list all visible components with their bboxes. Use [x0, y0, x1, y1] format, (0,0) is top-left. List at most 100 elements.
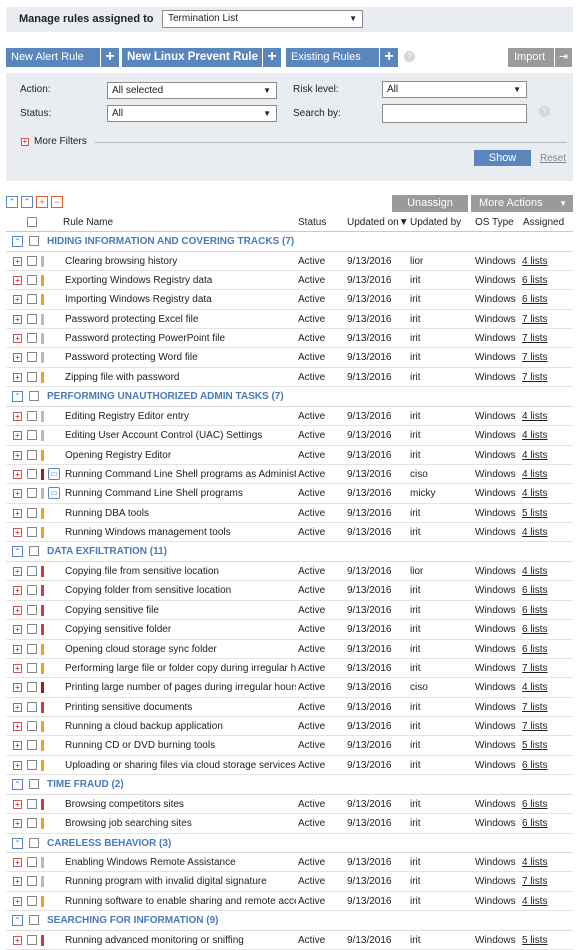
- rule-assigned-link[interactable]: 4 lists: [522, 565, 548, 577]
- expand-icon[interactable]: +: [13, 935, 22, 945]
- rule-name[interactable]: Running DBA tools: [65, 507, 149, 519]
- expand-icon[interactable]: +: [13, 450, 22, 460]
- table-row[interactable]: + Editing User Account Control (UAC) Sett…: [6, 426, 573, 446]
- table-row[interactable]: + Opening Registry Editor Active 9/13/2016 i…: [6, 446, 573, 465]
- rule-assigned-link[interactable]: 7 lists: [522, 721, 548, 733]
- group-header[interactable]: ⌃ TIME FRAUD (2): [6, 775, 573, 795]
- rule-assigned-link[interactable]: 6 lists: [522, 818, 548, 830]
- rule-name[interactable]: Uploading or sharing files via cloud sto…: [65, 759, 296, 771]
- table-row[interactable]: + Clearing browsing history Active 9/13/201…: [6, 252, 573, 271]
- new-alert-rule-button[interactable]: New Alert Rule +: [6, 48, 119, 67]
- rule-assigned-link[interactable]: 6 lists: [522, 643, 548, 655]
- col-assigned[interactable]: Assigned: [523, 217, 565, 228]
- rule-name[interactable]: Printing sensitive documents: [65, 701, 193, 713]
- rule-assigned-link[interactable]: 7 lists: [522, 701, 548, 713]
- rule-name[interactable]: Copying folder from sensitive location: [65, 585, 232, 597]
- expand-icon[interactable]: +: [13, 663, 22, 673]
- row-checkbox[interactable]: [27, 857, 37, 868]
- group-checkbox[interactable]: [29, 236, 39, 246]
- table-row[interactable]: + Running software to enable sharing and …: [6, 892, 573, 912]
- table-row[interactable]: + Zipping file with password Active 9/13/20…: [6, 368, 573, 388]
- row-checkbox[interactable]: [27, 468, 37, 479]
- existing-rules-button[interactable]: Existing Rules +: [286, 48, 398, 67]
- rule-assigned-link[interactable]: 4 lists: [522, 895, 548, 907]
- rule-assigned-link[interactable]: 6 lists: [522, 624, 548, 636]
- rule-assigned-link[interactable]: 6 lists: [522, 798, 548, 810]
- row-checkbox[interactable]: [27, 934, 37, 945]
- expand-icon[interactable]: +: [13, 605, 22, 615]
- help-icon[interactable]: ?: [404, 51, 415, 62]
- rule-name[interactable]: Password protecting PowerPoint file: [65, 333, 226, 345]
- rule-name[interactable]: Copying sensitive file: [65, 604, 159, 616]
- rule-name[interactable]: Copying sensitive folder: [65, 624, 172, 636]
- table-row[interactable]: + Browsing job searching sites Active 9/13/…: [6, 814, 573, 834]
- table-row[interactable]: + Running a cloud backup application Activ…: [6, 717, 573, 737]
- group-header[interactable]: ⌃ PERFORMING UNAUTHORIZED ADMIN TASKS (7): [6, 387, 573, 407]
- table-row[interactable]: + Editing Registry Editor entry Active 9/13…: [6, 407, 573, 427]
- expand-icon[interactable]: +: [13, 295, 22, 305]
- collapse-icon[interactable]: ⌃: [12, 837, 23, 849]
- rule-assigned-link[interactable]: 4 lists: [522, 682, 548, 694]
- row-checkbox[interactable]: [27, 818, 37, 829]
- group-checkbox[interactable]: [29, 546, 39, 557]
- expand-icon[interactable]: +: [13, 256, 22, 266]
- group-header[interactable]: ⌃ HIDING INFORMATION AND COVERING TRACKS …: [6, 232, 573, 252]
- collapse-all-icon[interactable]: ⌃: [6, 196, 18, 208]
- expand-icon[interactable]: +: [13, 799, 22, 809]
- row-checkbox[interactable]: [27, 294, 37, 305]
- rule-assigned-link[interactable]: 4 lists: [522, 488, 548, 500]
- table-row[interactable]: + Printing sensitive documents Active 9/13/…: [6, 698, 573, 718]
- rule-name[interactable]: Running Windows management tools: [65, 527, 231, 539]
- row-checkbox[interactable]: [27, 352, 37, 363]
- row-checkbox[interactable]: [27, 527, 37, 538]
- help-icon[interactable]: ?: [539, 106, 550, 117]
- expand-icon[interactable]: +: [13, 275, 22, 285]
- expand-icon[interactable]: +: [13, 508, 22, 518]
- row-checkbox[interactable]: [27, 585, 37, 596]
- rule-name[interactable]: Opening cloud storage sync folder: [65, 643, 217, 655]
- table-row[interactable]: + Copying folder from sensitive location A…: [6, 581, 573, 601]
- more-filters-toggle[interactable]: + More Filters: [21, 136, 87, 147]
- risk-level-select[interactable]: All ▼: [382, 81, 527, 98]
- table-row[interactable]: + Importing Windows Registry data Active 9/…: [6, 290, 573, 310]
- rule-assigned-link[interactable]: 5 lists: [522, 740, 548, 752]
- rule-name[interactable]: Password protecting Word file: [65, 352, 198, 364]
- rule-name[interactable]: Enabling Windows Remote Assistance: [65, 857, 236, 869]
- expand-icon[interactable]: +: [13, 760, 22, 770]
- collapse-icon[interactable]: ⌃: [12, 779, 23, 791]
- rule-assigned-link[interactable]: 7 lists: [522, 352, 548, 364]
- row-checkbox[interactable]: [27, 449, 37, 460]
- expand-icon[interactable]: +: [13, 877, 22, 887]
- rule-name[interactable]: Browsing competitors sites: [65, 798, 184, 810]
- table-row[interactable]: + Enabling Windows Remote Assistance Activ…: [6, 853, 573, 873]
- group-checkbox[interactable]: [29, 837, 39, 848]
- table-row[interactable]: + Uploading or sharing files via cloud st…: [6, 756, 573, 776]
- row-checkbox[interactable]: [27, 624, 37, 635]
- rule-name[interactable]: Printing large number of pages during ir…: [65, 682, 296, 694]
- rule-assigned-link[interactable]: 4 lists: [522, 449, 548, 461]
- rule-name[interactable]: Editing User Account Control (UAC) Setti…: [65, 430, 263, 442]
- expand-icon[interactable]: +: [13, 566, 22, 576]
- rule-assigned-link[interactable]: 7 lists: [522, 333, 548, 345]
- import-button[interactable]: Import ⇥: [508, 48, 572, 67]
- expand-icon[interactable]: +: [13, 722, 22, 732]
- row-checkbox[interactable]: [27, 371, 37, 382]
- row-checkbox[interactable]: [27, 721, 37, 732]
- table-row[interactable]: + Running DBA tools Active 9/13/2016 irit Win…: [6, 504, 573, 524]
- table-row[interactable]: + Password protecting Excel file Active 9/1…: [6, 310, 573, 330]
- row-checkbox[interactable]: [27, 701, 37, 712]
- rule-name[interactable]: Editing Registry Editor entry: [65, 410, 189, 422]
- rule-name[interactable]: Exporting Windows Registry data: [65, 274, 213, 286]
- expand-icon[interactable]: +: [13, 586, 22, 596]
- expand-icon[interactable]: +: [13, 372, 22, 382]
- rule-assigned-link[interactable]: 4 lists: [522, 857, 548, 869]
- rule-assigned-link[interactable]: 4 lists: [522, 430, 548, 442]
- expand-icon[interactable]: +: [13, 644, 22, 654]
- rule-name[interactable]: Clearing browsing history: [65, 255, 178, 267]
- rule-name[interactable]: Zipping file with password: [65, 371, 180, 383]
- row-checkbox[interactable]: [27, 255, 37, 266]
- new-linux-prevent-rule-button[interactable]: New Linux Prevent Rule +: [122, 48, 281, 67]
- table-row[interactable]: + Opening cloud storage sync folder Active…: [6, 640, 573, 659]
- row-checkbox[interactable]: [27, 507, 37, 518]
- table-row[interactable]: + ▭ Running Command Line Shell programs Act…: [6, 484, 573, 504]
